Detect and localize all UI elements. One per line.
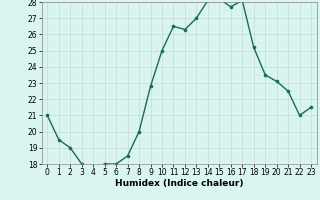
X-axis label: Humidex (Indice chaleur): Humidex (Indice chaleur) (115, 179, 244, 188)
